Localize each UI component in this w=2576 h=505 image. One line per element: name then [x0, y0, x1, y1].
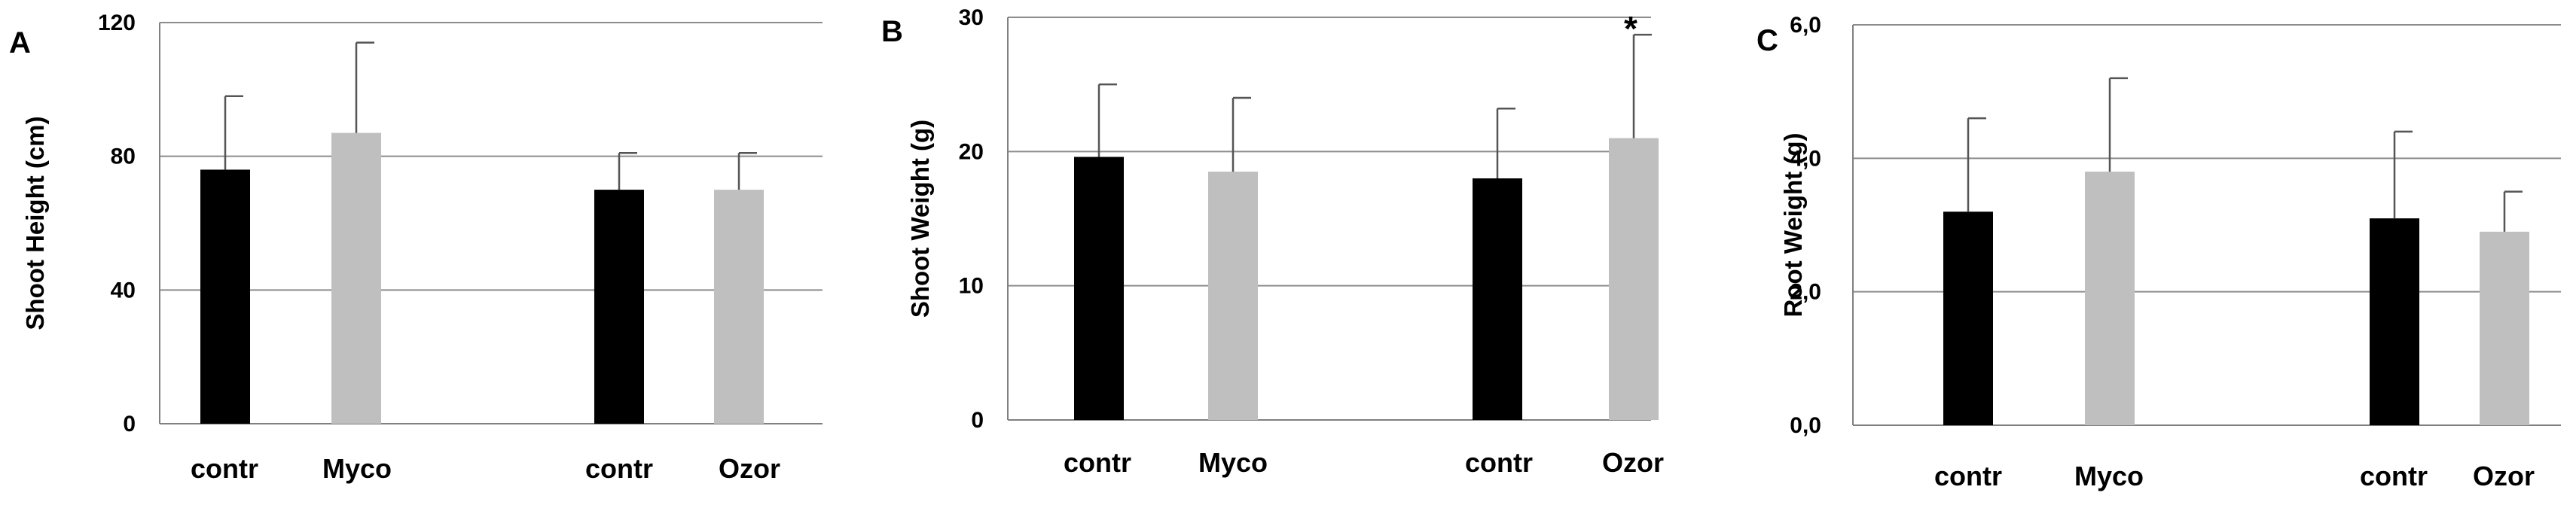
- panel-label-b: B: [881, 15, 903, 48]
- x-category-label: Myco: [2074, 461, 2144, 491]
- bar: [1208, 172, 1258, 421]
- bar: [1074, 157, 1124, 420]
- y-tick-label: 0: [123, 412, 136, 437]
- significance-marker: *: [1624, 9, 1637, 48]
- y-tick-label: 0,0: [1790, 413, 1821, 438]
- panel-a: 0 40 80 120 contr Myco contr Ozor Shoot Height (…: [9, 11, 823, 484]
- panel-label-a: A: [9, 26, 31, 59]
- bar: [2480, 231, 2529, 425]
- y-tick-label: 4,0: [1790, 146, 1821, 171]
- x-category-label: Ozor: [719, 453, 780, 484]
- y-tick-label: 120: [98, 11, 136, 35]
- x-category-label: contr: [1465, 447, 1533, 478]
- x-category-label: contr: [2360, 461, 2428, 491]
- y-tick-label: 6,0: [1790, 13, 1821, 38]
- x-category-label: contr: [585, 453, 653, 484]
- y-tick-label: 20: [959, 139, 984, 164]
- bar: [1609, 138, 1659, 420]
- bar: [200, 169, 250, 424]
- x-category-label: contr: [191, 453, 258, 484]
- y-tick-label: 30: [959, 5, 984, 30]
- x-category-label: Ozor: [1602, 447, 1664, 478]
- y-tick-label: 40: [111, 278, 136, 303]
- bar: [331, 132, 381, 424]
- y-axis-title: Shoot Weight (g): [906, 120, 934, 318]
- bar: [594, 190, 644, 424]
- y-axis-title: Shoot Height (cm): [21, 116, 49, 330]
- bar: [2370, 218, 2419, 425]
- panel-label-c: C: [1757, 24, 1778, 57]
- bar: [1943, 211, 1993, 425]
- x-category-label: contr: [1934, 461, 2002, 491]
- y-axis-title: Root Weight (g): [1779, 133, 1807, 318]
- x-category-label: Myco: [322, 453, 392, 484]
- y-tick-label: 0: [971, 408, 984, 433]
- bar: [2085, 172, 2135, 426]
- x-category-label: contr: [1064, 447, 1131, 478]
- bar: [1473, 178, 1522, 420]
- panel-b: 0 10 20 30 * contr Myco contr Ozor Shoot Weight (…: [881, 5, 1664, 478]
- x-category-label: Ozor: [2473, 461, 2535, 491]
- x-category-label: Myco: [1198, 447, 1268, 478]
- y-tick-label: 10: [959, 274, 984, 299]
- y-tick-label: 80: [111, 145, 136, 169]
- panel-c: 0,0 2,0 4,0 6,0 contr Myco contr Ozor Root Weigh…: [1757, 13, 2561, 491]
- y-tick-label: 2,0: [1790, 280, 1821, 305]
- bar: [714, 190, 764, 424]
